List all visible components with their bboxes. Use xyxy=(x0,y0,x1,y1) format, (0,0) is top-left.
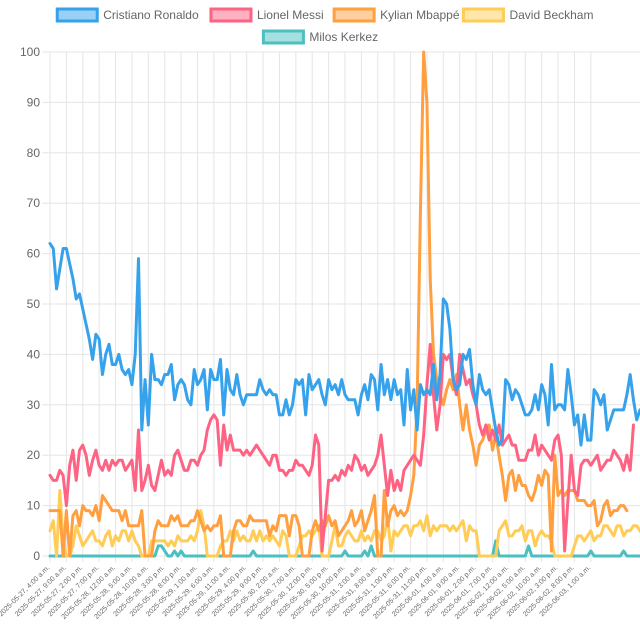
legend-label: Kylian Mbappé xyxy=(380,8,460,22)
y-tick-label: 90 xyxy=(27,95,41,109)
legend-item-kylian-mbapp-[interactable]: Kylian Mbappé xyxy=(332,7,460,23)
legend-label: Milos Kerkez xyxy=(309,30,378,44)
y-axis: 0 10 20 30 40 50 60 70 80 90 100 xyxy=(20,45,40,563)
y-tick-label: 100 xyxy=(20,45,40,59)
legend-swatch xyxy=(461,7,505,23)
legend-label: David Beckham xyxy=(509,8,593,22)
y-tick-label: 30 xyxy=(27,398,41,412)
series-lines xyxy=(48,50,640,558)
legend-label: Cristiano Ronaldo xyxy=(103,8,199,22)
legend-label: Lionel Messi xyxy=(257,8,324,22)
y-tick-label: 40 xyxy=(27,347,41,361)
series-line-cristiano-ronaldo xyxy=(48,242,640,447)
legend-item-david-beckham[interactable]: David Beckham xyxy=(461,7,593,23)
y-tick-label: 20 xyxy=(27,448,41,462)
y-tick-label: 80 xyxy=(27,146,41,160)
legend-swatch xyxy=(55,7,99,23)
series-line-lionel-messi xyxy=(48,342,635,553)
legend: Cristiano Ronaldo Lionel Messi Kylian Mbap… xyxy=(55,7,593,45)
legend-swatch xyxy=(209,7,253,23)
chart-grid xyxy=(42,51,640,562)
y-tick-label: 70 xyxy=(27,196,41,210)
legend-swatch xyxy=(332,7,376,23)
legend-swatch xyxy=(261,29,305,45)
legend-item-cristiano-ronaldo[interactable]: Cristiano Ronaldo xyxy=(55,7,199,23)
y-tick-label: 60 xyxy=(27,247,41,261)
legend-item-milos-kerkez[interactable]: Milos Kerkez xyxy=(261,29,378,45)
series-line-kylian-mbapp- xyxy=(48,50,629,558)
y-tick-label: 50 xyxy=(27,297,41,311)
y-tick-label: 10 xyxy=(27,499,41,513)
y-tick-label: 0 xyxy=(33,549,40,563)
series-line-david-beckham xyxy=(48,488,640,558)
legend-item-lionel-messi[interactable]: Lionel Messi xyxy=(209,7,324,23)
x-axis: 2025-05-27, 4:00 a.m.2025-05-27, 9:00 a.… xyxy=(0,564,592,620)
